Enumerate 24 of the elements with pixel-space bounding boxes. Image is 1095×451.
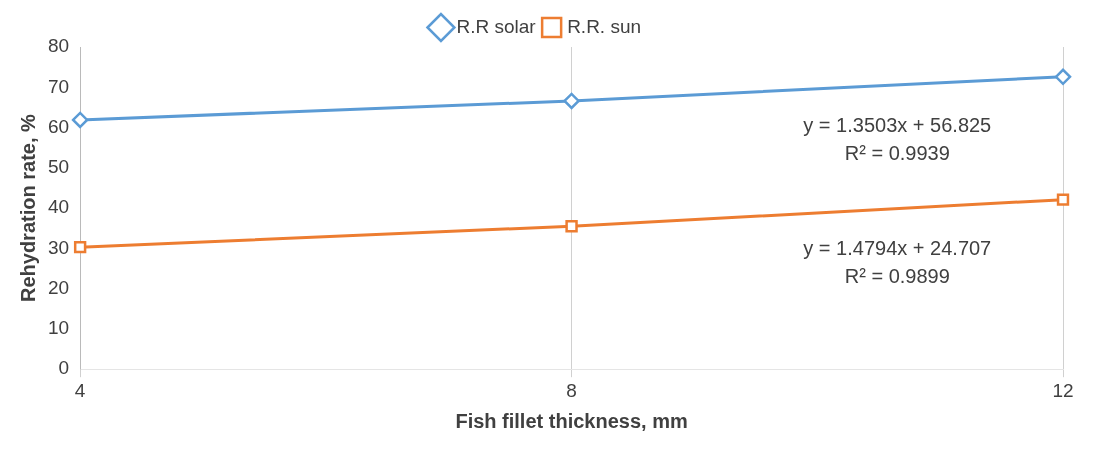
y-tick-label: 50: [47, 156, 70, 178]
y-tick-label: 20: [47, 276, 70, 298]
annotation: y = 1.4794x + 24.707 R² = 0.9899: [803, 237, 992, 288]
y-tick-label: 0: [58, 357, 70, 379]
x-tick-label: 8: [566, 379, 577, 401]
y-tick-label: 60: [47, 115, 70, 137]
point: [565, 220, 578, 233]
point: [563, 92, 580, 110]
y-tick-label: 70: [47, 75, 70, 97]
x-tick-label: 4: [74, 379, 86, 401]
y-tick-label: 40: [47, 196, 70, 218]
point: [71, 111, 89, 129]
x-axis-title: Fish fillet thickness, mm: [455, 409, 688, 432]
y-axis-title: Rehydration rate, %: [16, 113, 39, 303]
y-tick-label: 80: [47, 35, 70, 57]
point: [1054, 68, 1072, 86]
legend-label: R.R. sun: [567, 15, 642, 37]
y-tick-label: 30: [47, 236, 70, 258]
point: [73, 240, 87, 254]
y-tick-label: 10: [47, 317, 70, 339]
legend-label: R.R solar: [456, 15, 537, 37]
annotation: y = 1.3503x + 56.825 R² = 0.9939: [803, 114, 992, 165]
x-tick-label: 12: [1052, 379, 1074, 401]
point: [1056, 193, 1070, 206]
